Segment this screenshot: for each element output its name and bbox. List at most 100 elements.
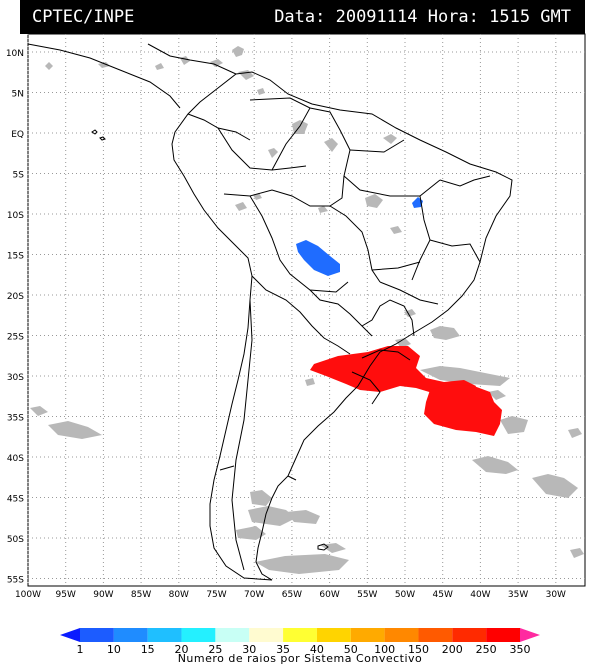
cloud-system	[383, 134, 397, 144]
country-border	[361, 299, 415, 337]
cloud-systems	[30, 46, 584, 574]
cloud-system	[318, 206, 328, 213]
longitude-label: 95W	[56, 590, 76, 600]
south-america-outline	[171, 71, 513, 581]
latitude-label: 40S	[7, 454, 24, 464]
colorbar-tick-label: 25	[208, 643, 222, 656]
longitude-label: 45W	[433, 590, 453, 600]
longitude-label: 80W	[169, 590, 189, 600]
cloud-system	[30, 406, 48, 416]
source-label: CPTEC/INPE	[32, 7, 135, 27]
country-border	[249, 97, 311, 171]
country-border	[429, 239, 481, 263]
longitude-label: 70W	[244, 590, 264, 600]
colorbar-tick-label: 35	[276, 643, 290, 656]
colorbar-cell	[249, 628, 284, 642]
latitude-label: 20S	[7, 292, 24, 302]
country-border	[439, 175, 491, 187]
country-border	[309, 289, 373, 337]
colorbar-cells	[60, 628, 540, 642]
colorbar-tick-label: 30	[242, 643, 256, 656]
central-america-coast	[27, 43, 237, 109]
colorbar-tick-label: 350	[510, 643, 531, 656]
latitude-label: 50S	[7, 535, 24, 545]
latitude-label: 5N	[12, 90, 24, 100]
country-border	[343, 175, 441, 197]
longitude-label: 85W	[131, 590, 151, 600]
longitude-label: 60W	[319, 590, 339, 600]
country-border	[361, 349, 411, 361]
cloud-system	[488, 390, 506, 400]
colorbar-cell	[283, 628, 317, 642]
longitude-label: 65W	[282, 590, 302, 600]
country-border	[351, 371, 381, 405]
cloud-system	[430, 326, 460, 340]
cloud-system	[286, 510, 320, 524]
datetime-label: Data: 20091114 Hora: 1515 GMT	[274, 7, 571, 27]
colorbar-cell	[181, 628, 216, 642]
colorbar-tick-label: 200	[442, 643, 463, 656]
colorbar-tick-label: 50	[344, 643, 358, 656]
colorbar-cell	[350, 628, 385, 642]
cloud-system	[98, 62, 110, 68]
latitude-label: 15S	[7, 252, 24, 262]
cloud-system	[420, 366, 510, 386]
longitude-label: 50W	[395, 590, 415, 600]
cloud-system	[48, 421, 102, 439]
cloud-system	[236, 526, 266, 540]
latitude-label: 5S	[13, 171, 25, 181]
graticule	[27, 34, 585, 586]
country-border	[287, 475, 297, 481]
latitude-label: EQ	[11, 130, 24, 140]
cloud-system	[268, 148, 278, 158]
colorbar-cell	[316, 628, 351, 642]
country-border	[329, 205, 381, 283]
longitude-label: 35W	[508, 590, 528, 600]
cloud-system	[257, 88, 265, 95]
coastlines-and-borders	[27, 43, 513, 581]
colorbar-tick-label: 150	[408, 643, 429, 656]
cloud-system	[532, 474, 578, 498]
colorbar-tick-label: 15	[141, 643, 155, 656]
map-header: CPTEC/INPE Data: 20091114 Hora: 1515 GMT	[20, 0, 585, 34]
cloud-system	[365, 194, 383, 208]
cloud-system	[472, 456, 518, 474]
country-border	[249, 195, 349, 293]
lightning-system-red-east	[424, 384, 502, 436]
latitude-label: 55S	[7, 576, 24, 586]
latitude-label: 10N	[6, 49, 24, 59]
country-border	[379, 281, 439, 305]
cloud-system	[255, 554, 349, 574]
cloud-system	[250, 490, 272, 506]
longitude-label: 100W	[15, 590, 41, 600]
country-border	[251, 275, 351, 355]
colorbar-min-arrow	[60, 628, 80, 642]
colorbar: 1 10 15 20 25 30 35 40 50 100 150 200 250 350	[60, 628, 540, 656]
colorbar-cell	[215, 628, 250, 642]
latitude-label: 10S	[7, 211, 24, 221]
cloud-system	[390, 226, 402, 234]
country-border	[349, 139, 405, 153]
colorbar-tick-label: 1	[77, 643, 84, 656]
cloud-system	[570, 548, 584, 558]
colorbar-cell	[80, 628, 114, 642]
lightning-system-red-main	[310, 346, 476, 398]
longitude-label: 75W	[206, 590, 226, 600]
country-border	[223, 189, 330, 207]
colorbar-tick-label: 10	[107, 643, 121, 656]
cloud-system	[235, 202, 247, 211]
cloud-system	[232, 46, 244, 57]
map-frame	[27, 33, 586, 587]
latitude-label: 45S	[7, 495, 24, 505]
colorbar-tick-label: 20	[175, 643, 189, 656]
colorbar-cell	[418, 628, 453, 642]
colorbar-cell	[113, 628, 148, 642]
galapagos-islands	[91, 129, 106, 141]
lightning-systems	[296, 197, 502, 436]
cloud-system	[248, 506, 296, 526]
lightning-system-blue-central	[296, 240, 340, 276]
longitude-label: 90W	[93, 590, 113, 600]
latitude-label: 35S	[7, 414, 24, 424]
colorbar-max-arrow	[520, 628, 540, 642]
